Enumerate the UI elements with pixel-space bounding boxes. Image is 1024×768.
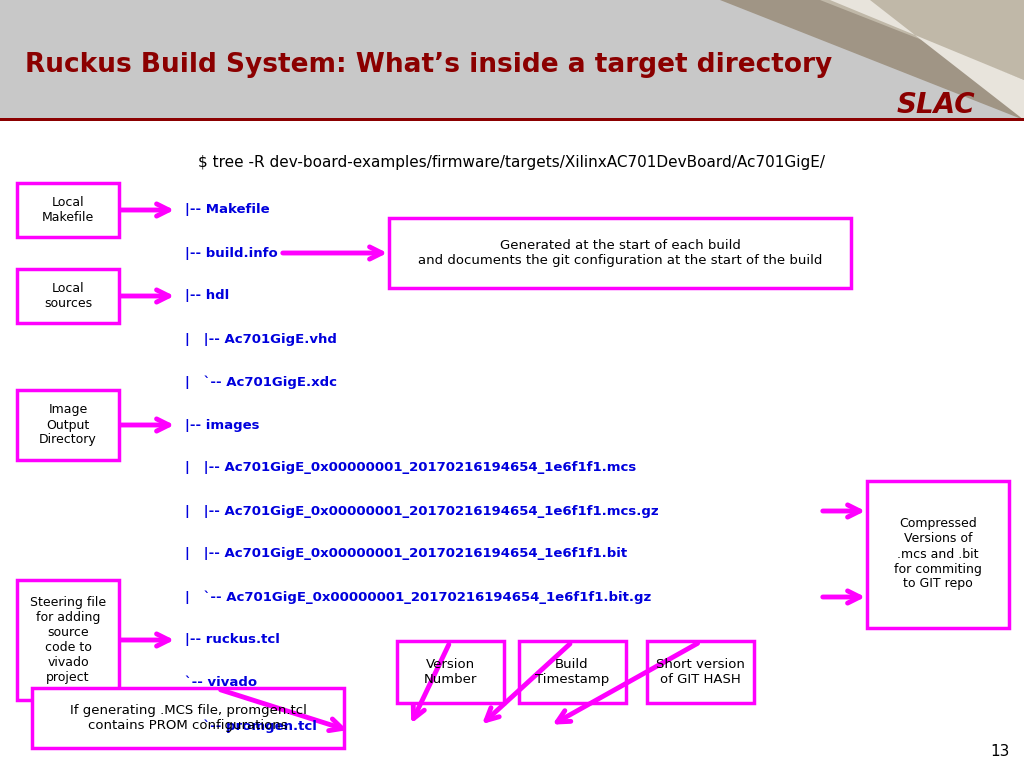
- Text: Generated at the start of each build
and documents the git configuration at the : Generated at the start of each build and…: [418, 239, 822, 267]
- Text: Compressed
Versions of
.mcs and .bit
for commiting
to GIT repo: Compressed Versions of .mcs and .bit for…: [894, 518, 982, 591]
- Text: |   |-- Ac701GigE.vhd: | |-- Ac701GigE.vhd: [185, 333, 337, 346]
- Text: Short version
of GIT HASH: Short version of GIT HASH: [655, 658, 744, 686]
- Text: `-- vivado: `-- vivado: [185, 677, 257, 690]
- Text: Local
sources: Local sources: [44, 282, 92, 310]
- FancyBboxPatch shape: [867, 481, 1009, 627]
- Text: Local
Makefile: Local Makefile: [42, 196, 94, 224]
- FancyBboxPatch shape: [32, 688, 344, 748]
- Text: SLAC: SLAC: [896, 91, 975, 119]
- Bar: [0, 0, 1024, 120]
- FancyBboxPatch shape: [518, 641, 626, 703]
- Text: If generating .MCS file, promgen.tcl
contains PROM configurations: If generating .MCS file, promgen.tcl con…: [70, 704, 306, 732]
- Text: |   |-- Ac701GigE_0x00000001_20170216194654_1e6f1f1.bit: | |-- Ac701GigE_0x00000001_2017021619465…: [185, 548, 627, 561]
- Polygon shape: [720, 0, 1024, 120]
- Text: |   `-- Ac701GigE.xdc: | `-- Ac701GigE.xdc: [185, 376, 337, 389]
- Text: |-- ruckus.tcl: |-- ruckus.tcl: [185, 634, 280, 647]
- FancyBboxPatch shape: [17, 183, 119, 237]
- Text: `-- promgen.tcl: `-- promgen.tcl: [185, 720, 316, 733]
- Text: Image
Output
Directory: Image Output Directory: [39, 403, 97, 446]
- Text: Steering file
for adding
source
code to
vivado
project: Steering file for adding source code to …: [30, 596, 106, 684]
- Text: |-- Makefile: |-- Makefile: [185, 204, 269, 217]
- FancyBboxPatch shape: [396, 641, 504, 703]
- Text: |   `-- Ac701GigE_0x00000001_20170216194654_1e6f1f1.bit.gz: | `-- Ac701GigE_0x00000001_2017021619465…: [185, 591, 651, 604]
- Text: |-- build.info: |-- build.info: [185, 247, 278, 260]
- Polygon shape: [820, 0, 1024, 80]
- Text: 13: 13: [990, 744, 1010, 760]
- FancyBboxPatch shape: [389, 218, 851, 288]
- Polygon shape: [830, 0, 1024, 120]
- FancyBboxPatch shape: [646, 641, 754, 703]
- Text: Build
Timestamp: Build Timestamp: [535, 658, 609, 686]
- Text: $ tree -R dev-board-examples/firmware/targets/XilinxAC701DevBoard/Ac701GigE/: $ tree -R dev-board-examples/firmware/ta…: [199, 154, 825, 170]
- Bar: [0, 118, 1024, 121]
- FancyBboxPatch shape: [17, 390, 119, 460]
- FancyBboxPatch shape: [17, 269, 119, 323]
- Text: Ruckus Build System: What’s inside a target directory: Ruckus Build System: What’s inside a tar…: [25, 52, 833, 78]
- Text: |-- hdl: |-- hdl: [185, 290, 229, 303]
- Text: |   |-- Ac701GigE_0x00000001_20170216194654_1e6f1f1.mcs: | |-- Ac701GigE_0x00000001_2017021619465…: [185, 462, 636, 475]
- Text: Version
Number: Version Number: [423, 658, 477, 686]
- FancyBboxPatch shape: [17, 580, 119, 700]
- Text: |-- images: |-- images: [185, 419, 259, 432]
- Text: |   |-- Ac701GigE_0x00000001_20170216194654_1e6f1f1.mcs.gz: | |-- Ac701GigE_0x00000001_2017021619465…: [185, 505, 658, 518]
